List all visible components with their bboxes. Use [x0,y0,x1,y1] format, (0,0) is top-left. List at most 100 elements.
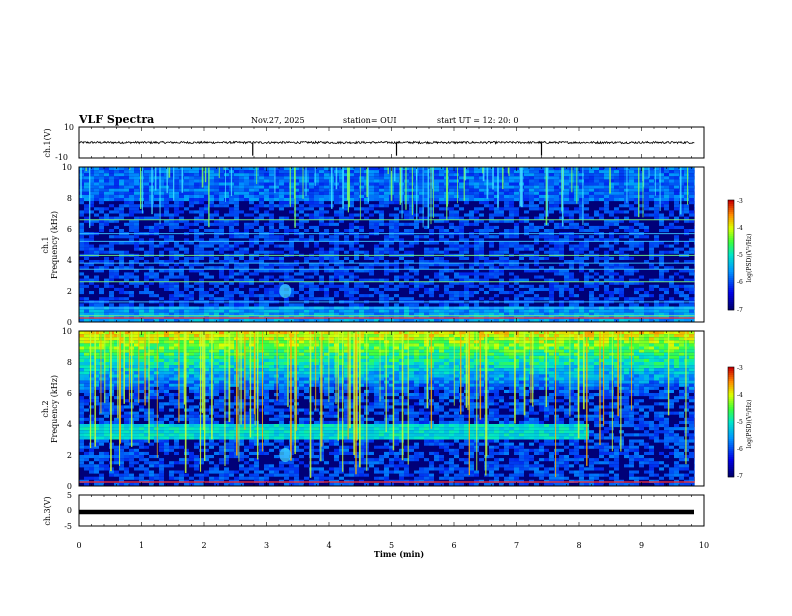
spectrogram-cell [569,272,574,275]
spectrogram-cell [574,210,579,213]
spectrogram-cell [224,288,229,291]
spectrogram-cell [354,257,359,260]
spectrogram-cell [249,192,254,195]
spectrogram-cell [359,214,364,217]
spectrogram-cell [474,251,479,254]
spectrogram-cell [314,195,319,198]
spectrogram-cell [509,173,514,176]
spectrogram-cell [474,248,479,251]
cbar1-swatch [728,240,734,242]
spectrogram-cell [494,214,499,217]
spectrogram-cell [234,291,239,294]
spectrogram-cell [459,192,464,195]
spectrogram-cell [124,176,129,179]
spectrogram-cell [89,384,94,387]
spectrogram-cell [674,195,679,198]
spectrogram-cell [359,207,364,210]
spectrogram-cell [329,251,334,254]
spectrogram-cell [384,201,389,204]
spectrogram-cell [189,229,194,232]
spectrogram-cell [144,310,149,313]
spectrogram-cell [259,198,264,201]
spectrogram-cell [264,186,269,189]
spectrogram-cell [539,186,544,189]
spectrogram-cell [654,173,659,176]
spectrogram-cell [559,294,564,297]
spectrogram-cell [134,362,139,365]
spectrogram-cell [134,393,139,396]
spectrogram-cell [694,291,695,294]
spectrogram-cell [584,229,589,232]
spectrogram-cell [589,294,594,297]
spectrogram-cell [629,170,634,173]
spectrogram-cell [514,198,519,201]
spectrogram-cell [449,195,454,198]
cbar1-swatch [728,232,734,234]
spectrogram-cell [689,192,694,195]
spectrogram-cell [284,189,289,192]
spectrogram-cell [299,226,304,229]
ch1-spec-ytick-8: 8 [67,194,72,203]
spectrogram-cell [454,210,459,213]
spectrogram-cell [544,297,549,300]
spectrogram-cell [249,198,254,201]
spectrogram-cell [389,310,394,313]
spectrogram-cell [429,291,434,294]
spectrogram-cell [99,374,104,377]
spectrogram-cell [174,251,179,254]
spectrogram-cell [639,223,644,226]
spectrogram-cell [154,276,159,279]
spectrogram-cell [449,173,454,176]
spectrogram-cell [344,235,349,238]
spectrogram-cell [309,285,314,288]
spectrogram-cell [229,245,234,248]
spectrogram-cell [409,310,414,313]
spectrogram-cell [474,186,479,189]
spectrogram-cell [514,207,519,210]
spectrogram-cell [174,170,179,173]
spectrogram-cell [689,214,694,217]
spectrogram-cell [399,257,404,260]
spectrogram-cell [539,195,544,198]
cbar1-swatch [728,306,734,308]
spectrogram-cell [119,204,124,207]
cbar1-swatch [728,272,734,274]
spectrogram-cell [374,229,379,232]
spectrogram-cell [79,303,84,306]
spectrogram-cell [79,455,84,458]
spectrogram-cell [439,310,444,313]
spectrogram-cell [164,276,169,279]
spectrogram-cell [679,210,684,213]
spectrogram-cell [229,276,234,279]
spectrogram-cell [324,173,329,176]
spectrogram-cell [89,399,94,402]
spectrogram-cell [569,288,574,291]
spectrogram-cell [659,229,664,232]
spectrogram-cell [489,207,494,210]
spectrogram-cell [369,192,374,195]
spectrogram-cell [364,235,369,238]
spectrogram-cell [404,310,409,313]
spectrogram-cell [319,210,324,213]
spectrogram-cell [89,347,94,350]
spectrogram-cell [594,183,599,186]
spectrogram-cell [184,179,189,182]
spectrogram-cell [614,229,619,232]
spectrogram-cell [164,235,169,238]
spectrogram-cell [654,189,659,192]
spectrogram-cell [669,173,674,176]
spectrogram-cell [529,183,534,186]
spectrogram-cell [99,433,104,436]
spectrogram-cell [434,170,439,173]
spectrogram-cell [474,170,479,173]
spectrogram-cell [104,192,109,195]
spectrogram-cell [549,176,554,179]
spectrogram-cell [124,467,129,470]
spectrogram-cell [389,297,394,300]
spectrogram-cell [524,226,529,229]
ch1-waveform-ylabel: ch.1(V) [43,128,52,157]
spectrogram-cell [344,229,349,232]
spectrogram-cell [474,257,479,260]
spectrogram-cell [209,245,214,248]
spectrogram-cell [609,294,614,297]
